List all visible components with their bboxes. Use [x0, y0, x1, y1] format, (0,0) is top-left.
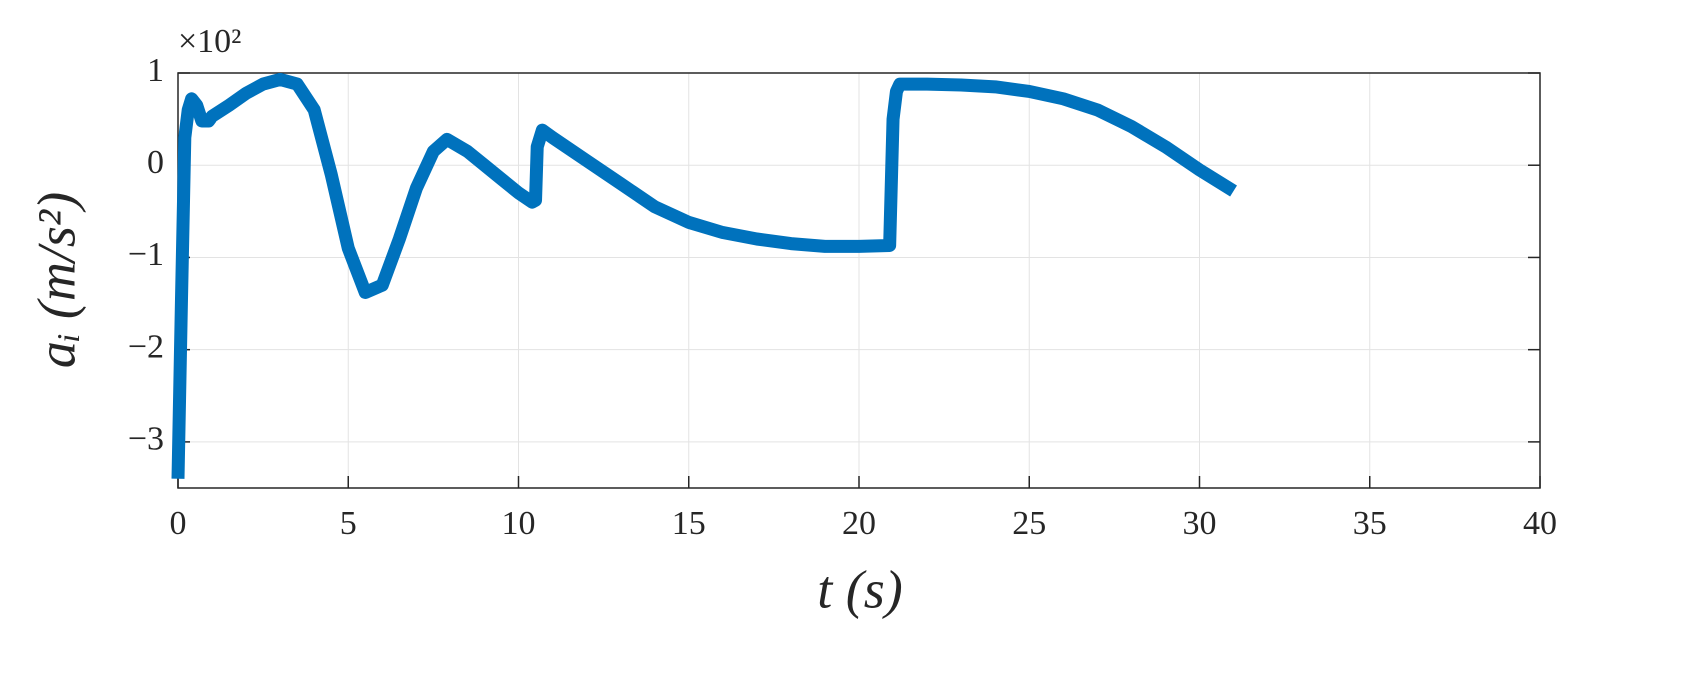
x-tick-label: 0	[170, 505, 187, 542]
x-tick-label: 20	[842, 505, 876, 542]
x-tick-label: 25	[1012, 505, 1046, 542]
y-tick-label: −3	[128, 421, 164, 458]
x-tick-label: 40	[1523, 505, 1557, 542]
x-tick-label: 5	[340, 505, 357, 542]
x-axis-label: t (s)	[817, 559, 902, 619]
y-tick-label: 0	[147, 144, 164, 181]
y-tick-label: 1	[147, 52, 164, 89]
y-tick-label: −2	[128, 328, 164, 365]
y-multiplier: ×10²	[178, 23, 241, 60]
x-tick-label: 35	[1353, 505, 1387, 542]
y-axis-label: aᵢ (m/s²)	[26, 192, 86, 368]
x-tick-label: 30	[1183, 505, 1217, 542]
x-tick-label: 10	[502, 505, 536, 542]
y-tick-label: −1	[128, 236, 164, 273]
x-tick-label: 15	[672, 505, 706, 542]
data-line	[171, 72, 1237, 479]
